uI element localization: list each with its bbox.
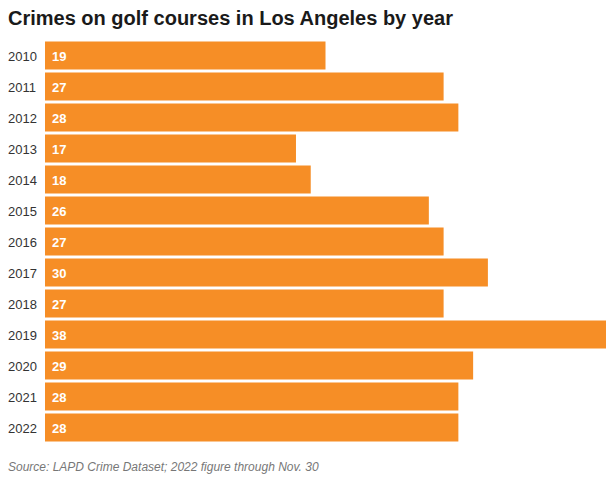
bar	[45, 290, 444, 318]
data-label: 18	[52, 173, 66, 188]
data-label: 27	[52, 235, 66, 250]
category-label: 2014	[8, 173, 37, 188]
bar	[45, 259, 488, 287]
bar	[45, 228, 444, 256]
data-label: 26	[52, 204, 66, 219]
title: Crimes on golf courses in Los Angeles by…	[8, 7, 453, 29]
category-label: 2021	[8, 390, 37, 405]
data-label: 17	[52, 142, 66, 157]
category-label: 2018	[8, 297, 37, 312]
data-label: 27	[52, 80, 66, 95]
category-label: 2016	[8, 235, 37, 250]
bar	[45, 42, 326, 70]
data-label: 28	[52, 421, 66, 436]
chart-svg: Crimes on golf courses in Los Angeles by…	[0, 0, 613, 480]
data-label: 38	[52, 328, 66, 343]
category-label: 2020	[8, 359, 37, 374]
bar	[45, 383, 458, 411]
bar	[45, 321, 606, 349]
data-label: 27	[52, 297, 66, 312]
chart-container: Crimes on golf courses in Los Angeles by…	[0, 0, 613, 480]
data-label: 28	[52, 390, 66, 405]
bar	[45, 73, 444, 101]
category-label: 2019	[8, 328, 37, 343]
data-label: 19	[52, 49, 66, 64]
data-label: 28	[52, 111, 66, 126]
bar	[45, 166, 311, 194]
labels: 2010 19 2011 27 2012 28 2013 17 2014 18 2015 26 2016…	[8, 49, 66, 436]
bar	[45, 352, 473, 380]
data-label: 29	[52, 359, 66, 374]
category-label: 2010	[8, 49, 37, 64]
bars	[45, 42, 606, 442]
bar	[45, 197, 429, 225]
source-note: Source: LAPD Crime Dataset; 2022 figure …	[8, 460, 319, 474]
bar	[45, 104, 458, 132]
bar	[45, 135, 296, 163]
category-label: 2013	[8, 142, 37, 157]
category-label: 2015	[8, 204, 37, 219]
category-label: 2022	[8, 421, 37, 436]
category-label: 2011	[8, 80, 36, 95]
data-label: 30	[52, 266, 66, 281]
bar	[45, 414, 458, 442]
category-label: 2012	[8, 111, 37, 126]
category-label: 2017	[8, 266, 37, 281]
